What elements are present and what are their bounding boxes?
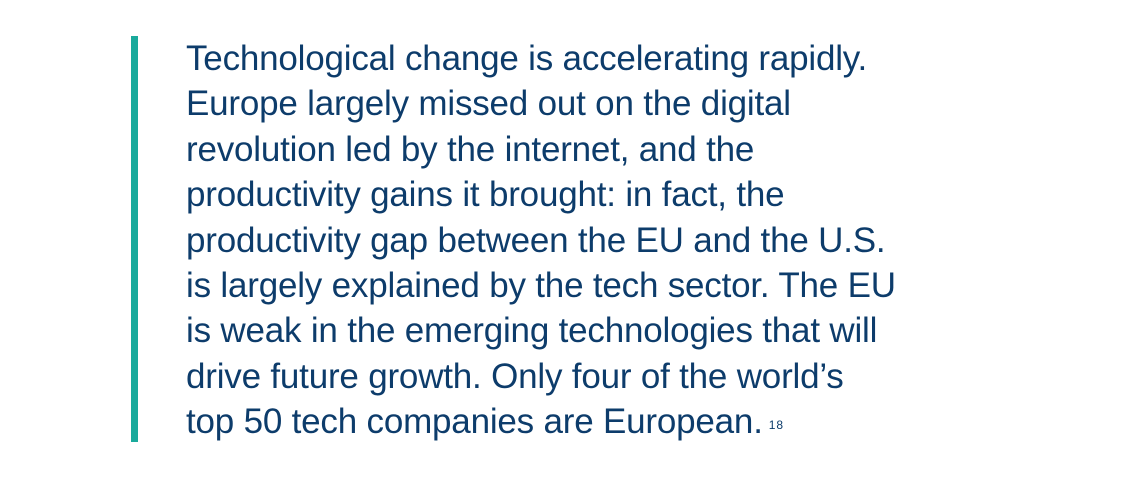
quote-line: Europe largely missed out on the digital — [186, 84, 791, 124]
quote-line: revolution led by the internet, and the — [186, 129, 755, 169]
quote-line-text: top 50 tech companies are European. — [186, 402, 763, 442]
quote-text: Technological change is accelerating rap… — [186, 36, 896, 445]
quote-line: drive future growth. Only four of the wo… — [186, 356, 844, 396]
quote-line: productivity gains it brought: in fact, … — [186, 175, 785, 215]
quote-line: is largely explained by the tech sector.… — [186, 266, 896, 306]
quote-line: productivity gap between the EU and the … — [186, 220, 886, 260]
footnote-marker: 18 — [768, 418, 785, 433]
quote-last-line: top 50 tech companies are European. 18 — [186, 399, 896, 444]
quote-accent-bar — [131, 36, 138, 442]
quote-line: Technological change is accelerating rap… — [186, 39, 868, 78]
quote-line: is weak in the emerging technologies tha… — [186, 311, 878, 351]
pull-quote: Technological change is accelerating rap… — [131, 36, 1091, 442]
